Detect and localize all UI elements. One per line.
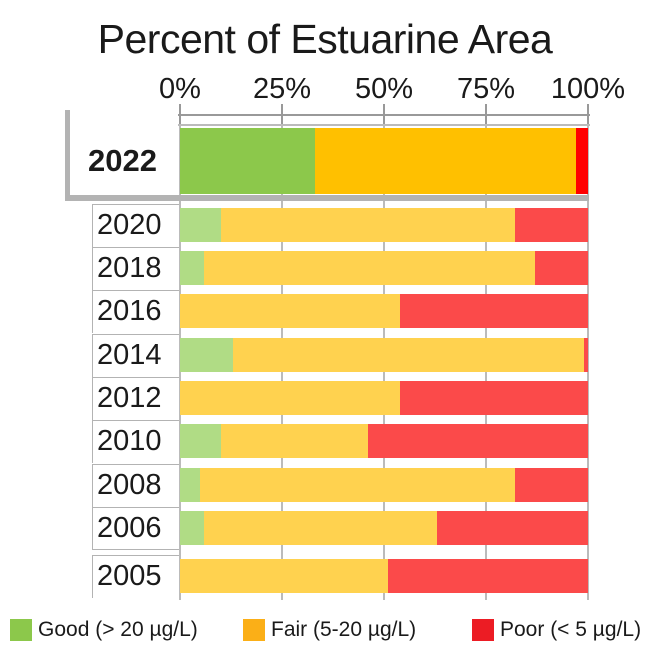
year-label-2006: 2006 xyxy=(92,507,179,550)
bar-segment-fair-2010 xyxy=(220,424,368,458)
year-label-2020: 2020 xyxy=(92,204,179,247)
bar-segment-good-2022 xyxy=(180,128,315,194)
bar-segment-fair-2014 xyxy=(233,338,584,372)
legend-swatch-fair xyxy=(243,619,265,641)
bar-row-2008 xyxy=(180,468,588,502)
bar-segment-poor-2008 xyxy=(514,468,588,502)
bar-row-2014 xyxy=(180,338,588,372)
x-tick-label: 0% xyxy=(159,73,201,105)
x-tick-label: 50% xyxy=(354,73,414,105)
x-axis-tick xyxy=(485,104,487,124)
bar-segment-poor-2022 xyxy=(575,128,588,194)
bar-row-2012 xyxy=(180,381,588,415)
legend-swatch-good xyxy=(10,619,32,641)
bar-segment-fair-2005 xyxy=(180,559,389,593)
legend: Good (> 20 µg/L) Fair (5-20 µg/L) Poor (< … xyxy=(0,618,650,644)
legend-label-good: Good (> 20 µg/L) xyxy=(38,618,198,641)
x-axis-tick xyxy=(383,104,385,124)
bar-segment-fair-2020 xyxy=(220,208,515,242)
bar-row-2006 xyxy=(180,511,588,545)
bar-segment-fair-2008 xyxy=(200,468,515,502)
bar-row-2005 xyxy=(180,559,588,593)
bar-segment-poor-2012 xyxy=(400,381,588,415)
bar-segment-fair-2012 xyxy=(180,381,401,415)
x-tick-label: 75% xyxy=(456,73,516,105)
bar-row-2010 xyxy=(180,424,588,458)
year-label-2010: 2010 xyxy=(92,420,179,463)
chart-title: Percent of Estuarine Area xyxy=(97,16,553,62)
bar-segment-good-2006 xyxy=(180,511,205,545)
bar-segment-poor-2018 xyxy=(534,251,588,285)
year-label-2005: 2005 xyxy=(92,555,179,598)
bar-row-2018 xyxy=(180,251,588,285)
legend-label-poor: Poor (< 5 µg/L) xyxy=(500,618,642,641)
year-label-2008: 2008 xyxy=(92,464,179,507)
bar-segment-fair-2016 xyxy=(180,294,401,328)
year-label-2022: 2022 xyxy=(88,143,157,178)
bar-segment-poor-2005 xyxy=(388,559,588,593)
bar-segment-good-2010 xyxy=(180,424,221,458)
bar-segment-poor-2020 xyxy=(514,208,588,242)
bar-row-2022 xyxy=(180,128,588,194)
year-label-2014: 2014 xyxy=(92,334,179,377)
legend-label-fair: Fair (5-20 µg/L) xyxy=(271,618,417,641)
bar-row-2016 xyxy=(180,294,588,328)
x-axis-tick xyxy=(281,104,283,124)
highlight-bracket-underline xyxy=(65,194,589,201)
bar-segment-good-2008 xyxy=(180,468,201,502)
bar-segment-fair-2006 xyxy=(204,511,438,545)
year-label-2012: 2012 xyxy=(92,377,179,420)
bar-segment-poor-2014 xyxy=(583,338,588,372)
bar-segment-good-2020 xyxy=(180,208,221,242)
x-tick-label: 25% xyxy=(252,73,312,105)
bar-segment-good-2018 xyxy=(180,251,205,285)
highlight-bracket-vertical xyxy=(65,110,70,201)
bar-segment-poor-2010 xyxy=(367,424,588,458)
year-label-2018: 2018 xyxy=(92,247,179,290)
year-label-2016: 2016 xyxy=(92,290,179,333)
x-axis-tick xyxy=(179,104,181,124)
legend-swatch-poor xyxy=(472,619,494,641)
bar-segment-poor-2016 xyxy=(400,294,588,328)
bar-row-2020 xyxy=(180,208,588,242)
bar-segment-poor-2006 xyxy=(437,511,588,545)
bar-segment-good-2014 xyxy=(180,338,234,372)
x-axis-tick xyxy=(587,104,589,124)
x-tick-label: 100% xyxy=(550,73,626,105)
bar-segment-fair-2018 xyxy=(204,251,535,285)
bar-segment-fair-2022 xyxy=(314,128,576,194)
gridline xyxy=(587,124,589,600)
